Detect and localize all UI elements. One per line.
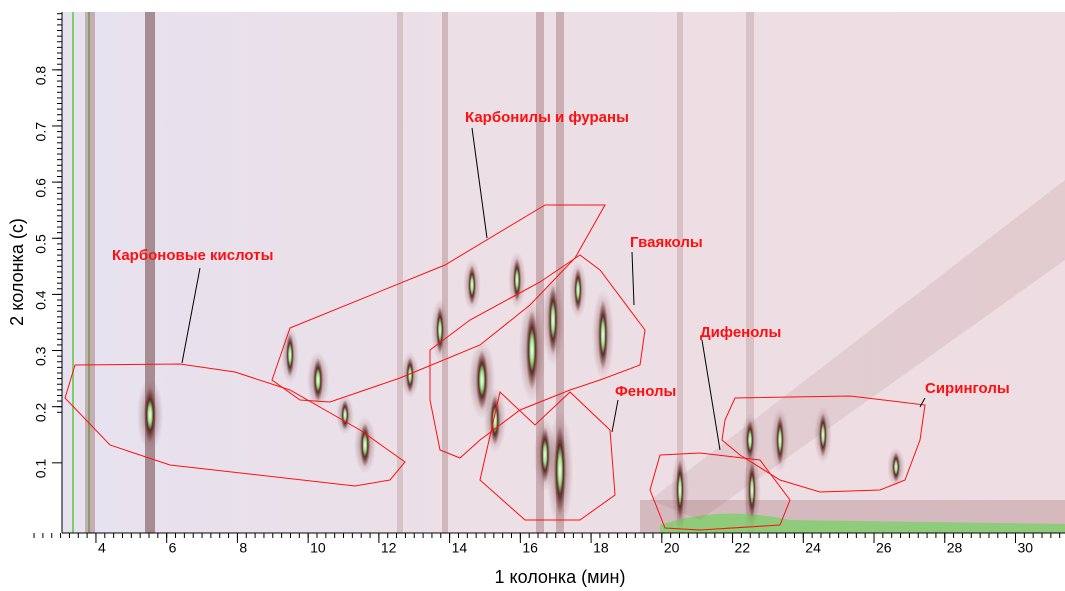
annotation-label: Карбоновые кислоты	[112, 247, 273, 264]
streak	[72, 12, 74, 533]
leader-line	[611, 399, 619, 433]
peak	[819, 413, 827, 457]
x-tick-label: 8	[239, 540, 247, 556]
annotations: Карбоновые кислоты Карбонилы и фураны Гвая…	[64, 109, 1010, 531]
peak	[468, 265, 476, 305]
peak	[574, 268, 582, 312]
peak	[313, 358, 323, 402]
peak	[598, 300, 608, 370]
x-tick-label: 12	[381, 540, 397, 556]
x-tick-label: 4	[98, 540, 106, 556]
y-tick-label: 0.1	[33, 459, 49, 479]
leader-line	[701, 339, 721, 451]
peak	[406, 357, 414, 393]
y-tick-label: 0.4	[33, 290, 49, 310]
y-axis-label: 2 колонка (с)	[7, 218, 27, 326]
x-tick-label: 18	[593, 540, 609, 556]
peak	[554, 425, 566, 515]
streak	[88, 12, 90, 533]
streak	[442, 12, 448, 533]
peak	[286, 333, 294, 377]
peak	[548, 285, 558, 355]
leader-line	[631, 251, 635, 306]
streak	[556, 12, 564, 533]
x-tick-label: 20	[664, 540, 680, 556]
region-outline	[479, 391, 616, 521]
region-outline	[721, 395, 926, 493]
x-tick-label: 24	[805, 540, 821, 556]
region-outline	[271, 204, 606, 403]
baseline	[660, 513, 1065, 533]
streak	[145, 12, 155, 533]
peak	[526, 310, 538, 390]
x-tick-label: 26	[876, 540, 892, 556]
x-tick-label: 28	[947, 540, 963, 556]
y-tick-label: 0.5	[33, 234, 49, 254]
peak	[748, 462, 756, 518]
annotation-label: Карбонилы и фураны	[465, 109, 629, 126]
peak	[676, 460, 684, 520]
peak	[476, 350, 488, 410]
x-axis-label: 1 колонка (мин)	[494, 567, 625, 587]
peak	[144, 387, 156, 443]
streak	[397, 12, 403, 533]
region-outline	[429, 254, 646, 459]
y-tick-label: 0.7	[33, 122, 49, 142]
x-tick-label: 6	[169, 540, 177, 556]
annotation-label: Гваяколы	[630, 234, 703, 251]
peak	[746, 420, 754, 460]
y-tick-label: 0.8	[33, 66, 49, 86]
region-outline	[649, 452, 791, 531]
streak	[677, 12, 683, 533]
y-tick-label: 0.6	[33, 178, 49, 198]
peak	[490, 395, 500, 445]
peak	[436, 306, 444, 354]
chromatogram	[72, 12, 1065, 533]
peak	[776, 415, 784, 465]
peak	[341, 400, 349, 430]
y-tick-label: 0.3	[33, 346, 49, 366]
leader-line	[181, 267, 201, 364]
peak	[360, 423, 370, 467]
streak	[85, 12, 95, 533]
streak	[746, 12, 754, 533]
annotation-label: Сиринголы	[925, 380, 1010, 397]
peak	[513, 258, 521, 302]
annotation-label: Фенолы	[615, 383, 676, 400]
x-tick-label: 16	[522, 540, 538, 556]
y-tick-label: 0.2	[33, 402, 49, 422]
peak	[892, 452, 900, 482]
x-tick-label: 14	[452, 540, 468, 556]
streak	[536, 12, 544, 533]
annotation-label: Дифенолы	[700, 324, 781, 341]
leader-line	[919, 397, 926, 408]
x-tick-label: 10	[310, 540, 326, 556]
x-tick-label: 30	[1017, 540, 1033, 556]
x-tick-label: 22	[735, 540, 751, 556]
region-outline	[64, 363, 406, 487]
leader-line	[471, 127, 488, 239]
